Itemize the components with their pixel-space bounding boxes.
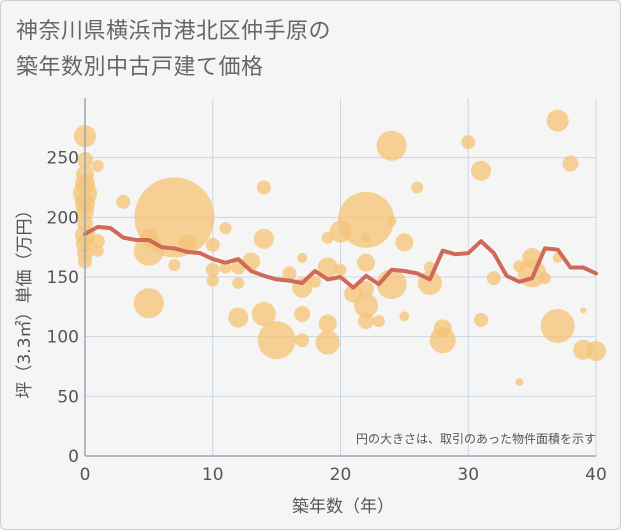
data-bubble [297,252,308,263]
data-bubble [315,330,340,355]
data-bubble [228,307,249,328]
trend-line [83,224,598,290]
chart-title-line-1: 神奈川県横浜市港北区仲手原の [16,19,332,44]
data-bubble [357,253,376,272]
data-bubble [318,314,337,333]
data-bubble [206,274,219,287]
data-bubble [395,233,414,252]
data-bubble [178,234,197,253]
data-bubble [205,262,220,277]
x-tick-label: 40 [585,465,607,485]
y-tick-label: 200 [47,208,79,228]
data-bubble [486,271,501,286]
data-bubble [295,333,310,348]
data-bubble [232,276,245,289]
x-axis-label: 築年数（年） [292,497,394,517]
data-bubble [361,232,372,243]
data-bubble [474,312,489,327]
data-bubble [580,307,587,314]
data-bubble [429,327,456,354]
data-bubble [471,160,492,181]
x-tick-label: 20 [330,465,352,485]
size-note: 円の大きさは、取引のあった物件面積を示す [356,431,596,446]
data-bubble [372,315,385,328]
data-bubble [338,191,395,248]
data-bubble [168,259,181,272]
data-bubble [399,311,410,322]
data-bubble [91,160,104,173]
data-bubble [540,308,575,343]
data-bubble [538,272,551,285]
data-bubble [358,280,375,297]
data-bubble [354,293,379,318]
y-tick-label: 150 [47,268,79,288]
data-bubble [317,257,338,278]
data-bubble [219,261,232,274]
data-bubble [253,228,274,249]
y-tick-label: 0 [68,447,79,467]
data-bubble [461,135,476,150]
chart-title: 神奈川県横浜市港北区仲手原の 築年数別中古戸建て価格 [16,14,331,86]
data-bubble [294,305,311,322]
axes: 0 10 20 30 40 0 50 100 150 200 250 [47,98,607,485]
data-bubble [205,237,220,252]
data-bubble [334,263,347,276]
data-bubble [586,340,606,361]
data-bubble [90,234,105,249]
trend-line-group [83,224,598,290]
x-tick-label: 0 [80,465,91,485]
data-bubble [515,378,524,387]
x-tick-label: 30 [457,465,479,485]
data-bubble [282,266,297,281]
data-bubble [376,130,407,161]
data-bubble [308,275,321,288]
y-tick-label: 250 [47,149,79,169]
data-bubble [358,313,375,330]
y-tick-label: 100 [47,328,79,348]
data-bubble [257,321,296,360]
chart-title-line-2: 築年数別中古戸建て価格 [16,55,264,80]
data-bubble [411,181,424,194]
data-bubble [546,109,569,132]
data-bubble [133,288,164,319]
data-bubble [386,215,397,226]
data-bubble [134,177,215,258]
y-tick-label: 50 [57,387,79,407]
y-axis-label: 坪（3.3㎡）単価（万円） [15,201,35,398]
x-tick-label: 10 [202,465,224,485]
data-bubble [116,194,131,209]
data-bubble [91,244,104,257]
data-bubble [256,180,271,195]
data-bubble [251,301,276,326]
data-bubble [562,155,579,172]
data-bubble [219,222,232,235]
